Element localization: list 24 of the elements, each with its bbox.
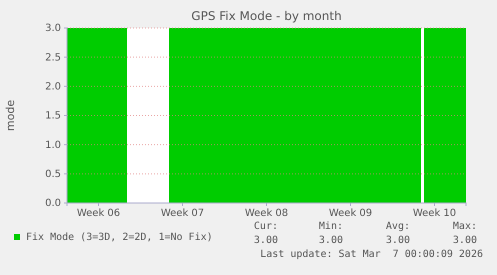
- x-tick-label: Week 09: [328, 208, 372, 220]
- chart-title: GPS Fix Mode - by month: [191, 9, 342, 23]
- text: Min:: [318, 221, 343, 232]
- y-axis-title: mode: [4, 100, 17, 132]
- text: Last update: Sat Mar 7 00:00:09 2026: [260, 249, 483, 260]
- y-tick-label: 2.0: [45, 82, 61, 93]
- y-tick-label: 2.5: [45, 52, 61, 64]
- y-tick-label: 1.5: [45, 110, 61, 122]
- y-tick-label: 0.0: [45, 198, 61, 210]
- x-tick-label: Week 10: [412, 208, 456, 220]
- text: 3.00: [452, 235, 477, 246]
- legend-label: Fix Mode (3=3D, 2=2D, 1=No Fix): [26, 232, 213, 243]
- text: Cur:: [254, 221, 278, 232]
- x-tick-label: Week 07: [160, 208, 204, 220]
- y-tick-label: 3.0: [45, 23, 61, 34]
- y-tick-label: 0.5: [45, 169, 61, 180]
- text: 3.00: [254, 235, 278, 246]
- x-tick-label: Week 08: [244, 208, 288, 220]
- x-tick-label: Week 06: [76, 208, 120, 220]
- y-tick-label: 1.0: [45, 140, 61, 151]
- text: 3.00: [386, 235, 410, 246]
- text: Avg:: [386, 221, 410, 232]
- text: 3.00: [318, 235, 343, 246]
- text: Max:: [452, 221, 477, 232]
